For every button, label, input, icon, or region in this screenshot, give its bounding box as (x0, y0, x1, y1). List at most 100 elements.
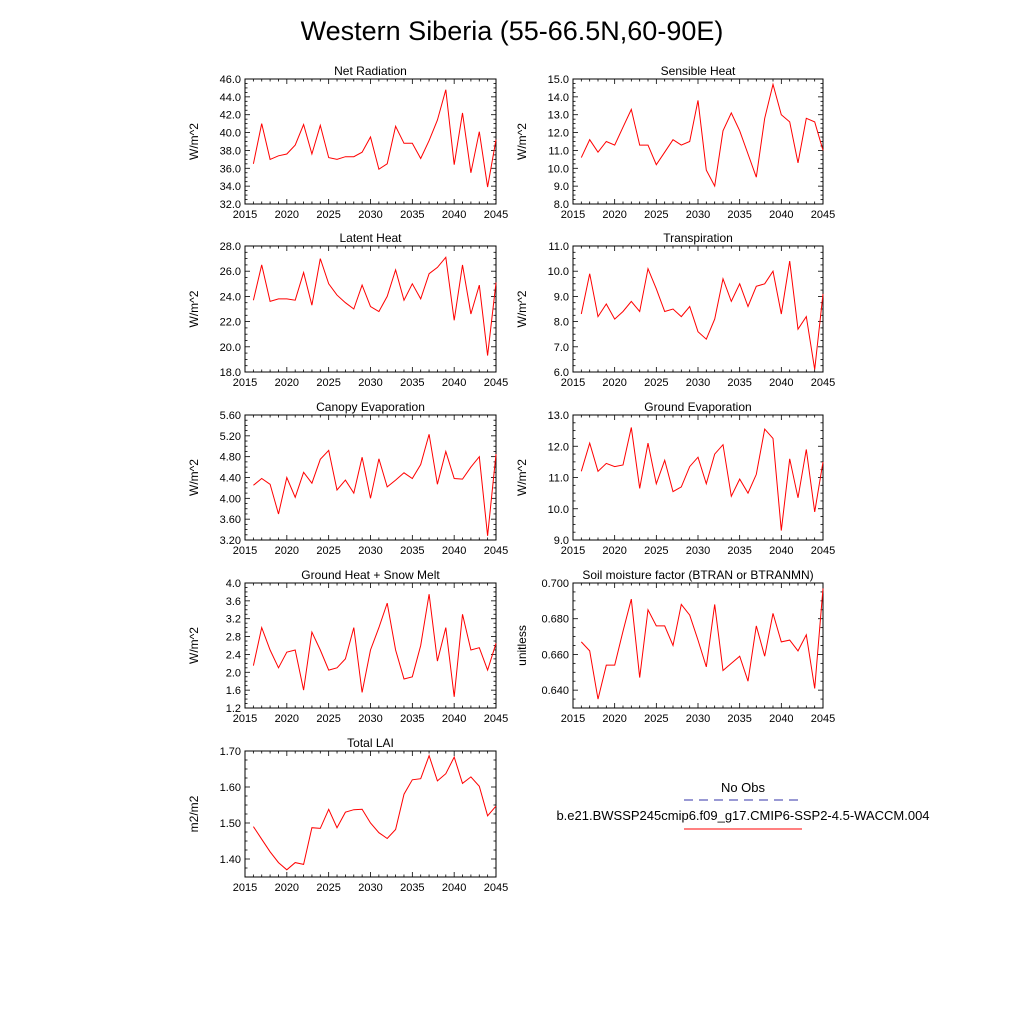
x-tick-label: 2015 (233, 545, 257, 557)
plot-frame (572, 414, 824, 541)
x-tick-label: 2045 (484, 209, 508, 221)
x-tick-label: 2030 (686, 545, 710, 557)
x-tick-label: 2035 (727, 545, 751, 557)
y-tick-label: 12.0 (548, 128, 569, 140)
y-tick-label: 13.0 (548, 110, 569, 122)
x-tick-label: 2020 (275, 713, 299, 725)
panel-title: Sensible Heat (661, 64, 736, 78)
x-tick-label: 2030 (358, 713, 382, 725)
series-line (252, 594, 497, 697)
panel-6: Ground Evaporation W/m^2 2015 2020 2025 2030 2… (515, 400, 835, 557)
legend: No Obs b.e21.BWSSP245cmip6.f09_g17.CMIP6… (556, 780, 930, 830)
y-tick-label: 46.0 (220, 74, 241, 86)
y-tick-label: 2.8 (226, 632, 241, 644)
y-tick-label: 8.0 (554, 317, 569, 329)
x-tick-label: 2030 (358, 882, 382, 894)
y-tick-label: 0.660 (541, 649, 569, 661)
x-tick-label: 2030 (358, 209, 382, 221)
x-tick-label: 2035 (727, 209, 751, 221)
y-axis-label: W/m^2 (515, 123, 529, 160)
x-tick-label: 2040 (442, 545, 466, 557)
y-tick-label: 28.0 (220, 241, 241, 253)
panel-9: Total LAI m2/m2 2015 2020 2025 2030 2035 2040 20… (187, 736, 508, 894)
panel-3: Latent Heat W/m^2 2015 2020 2025 2030 2035 2040… (187, 231, 508, 389)
plot-frame (244, 582, 497, 709)
plot-frame (572, 78, 824, 205)
x-tick-label: 2020 (275, 882, 299, 894)
x-tick-label: 2020 (275, 377, 299, 389)
y-tick-label: 12.0 (548, 441, 569, 453)
panel-title: Canopy Evaporation (316, 400, 425, 414)
series-line (580, 82, 824, 188)
y-tick-label: 3.6 (226, 596, 241, 608)
panel-title: Net Radiation (334, 64, 407, 78)
y-tick-label: 11.0 (548, 241, 569, 253)
legend-obs-label: No Obs (721, 780, 766, 795)
x-tick-label: 2045 (811, 209, 835, 221)
x-tick-label: 2040 (442, 713, 466, 725)
y-tick-label: 6.0 (554, 367, 569, 379)
y-tick-label: 18.0 (220, 367, 241, 379)
series-line (252, 256, 497, 356)
x-tick-label: 2030 (358, 545, 382, 557)
x-tick-label: 2040 (769, 545, 793, 557)
x-tick-label: 2020 (275, 209, 299, 221)
x-tick-label: 2040 (442, 377, 466, 389)
y-tick-label: 15.0 (548, 74, 569, 86)
x-tick-label: 2020 (602, 377, 626, 389)
x-tick-label: 2020 (602, 713, 626, 725)
x-tick-label: 2030 (686, 713, 710, 725)
y-tick-label: 2.4 (226, 649, 241, 661)
x-tick-label: 2015 (561, 545, 585, 557)
plot-frame (244, 245, 497, 373)
x-tick-label: 2025 (644, 209, 668, 221)
y-tick-label: 11.0 (548, 473, 569, 485)
x-tick-label: 2035 (400, 713, 424, 725)
x-tick-label: 2015 (561, 377, 585, 389)
y-axis-label: unitless (515, 625, 529, 666)
y-axis-label: m2/m2 (187, 795, 201, 832)
x-tick-label: 2020 (602, 209, 626, 221)
panel-title: Soil moisture factor (BTRAN or BTRANMN) (582, 568, 813, 582)
x-tick-label: 2045 (484, 713, 508, 725)
x-tick-label: 2045 (484, 882, 508, 894)
panel-grid: Net Radiation W/m^2 2015 2020 2025 2030 2035 20… (187, 64, 835, 894)
x-tick-label: 2025 (316, 377, 340, 389)
x-tick-label: 2025 (316, 882, 340, 894)
y-tick-label: 1.60 (220, 782, 241, 794)
series-line (580, 427, 824, 531)
y-tick-label: 10.0 (548, 163, 569, 175)
x-tick-label: 2040 (769, 713, 793, 725)
x-tick-label: 2015 (233, 209, 257, 221)
y-tick-label: 24.0 (220, 291, 241, 303)
panel-7: Ground Heat + Snow Melt W/m^2 2015 2020 2025… (187, 568, 508, 725)
x-tick-label: 2015 (233, 713, 257, 725)
y-tick-label: 0.680 (541, 614, 569, 626)
y-tick-label: 9.0 (554, 291, 569, 303)
y-tick-label: 9.0 (554, 535, 569, 547)
x-tick-label: 2020 (602, 545, 626, 557)
y-tick-label: 10.0 (548, 504, 569, 516)
x-tick-label: 2025 (644, 713, 668, 725)
x-tick-label: 2040 (769, 209, 793, 221)
y-tick-label: 11.0 (548, 145, 569, 157)
y-tick-label: 4.0 (226, 578, 241, 590)
x-tick-label: 2035 (400, 882, 424, 894)
y-tick-label: 13.0 (548, 410, 569, 422)
y-tick-label: 5.60 (220, 410, 241, 422)
x-tick-label: 2045 (811, 545, 835, 557)
y-tick-label: 1.2 (226, 703, 241, 715)
y-tick-label: 4.80 (220, 452, 241, 464)
y-tick-label: 38.0 (220, 145, 241, 157)
panel-title: Transpiration (663, 231, 733, 245)
x-tick-label: 2035 (400, 209, 424, 221)
y-tick-label: 20.0 (220, 342, 241, 354)
x-tick-label: 2015 (561, 209, 585, 221)
y-tick-label: 34.0 (220, 181, 241, 193)
x-tick-label: 2045 (484, 545, 508, 557)
y-axis-label: W/m^2 (515, 290, 529, 327)
series-line (580, 588, 824, 700)
x-tick-label: 2025 (316, 713, 340, 725)
panel-title: Total LAI (347, 736, 394, 750)
y-tick-label: 10.0 (548, 266, 569, 278)
